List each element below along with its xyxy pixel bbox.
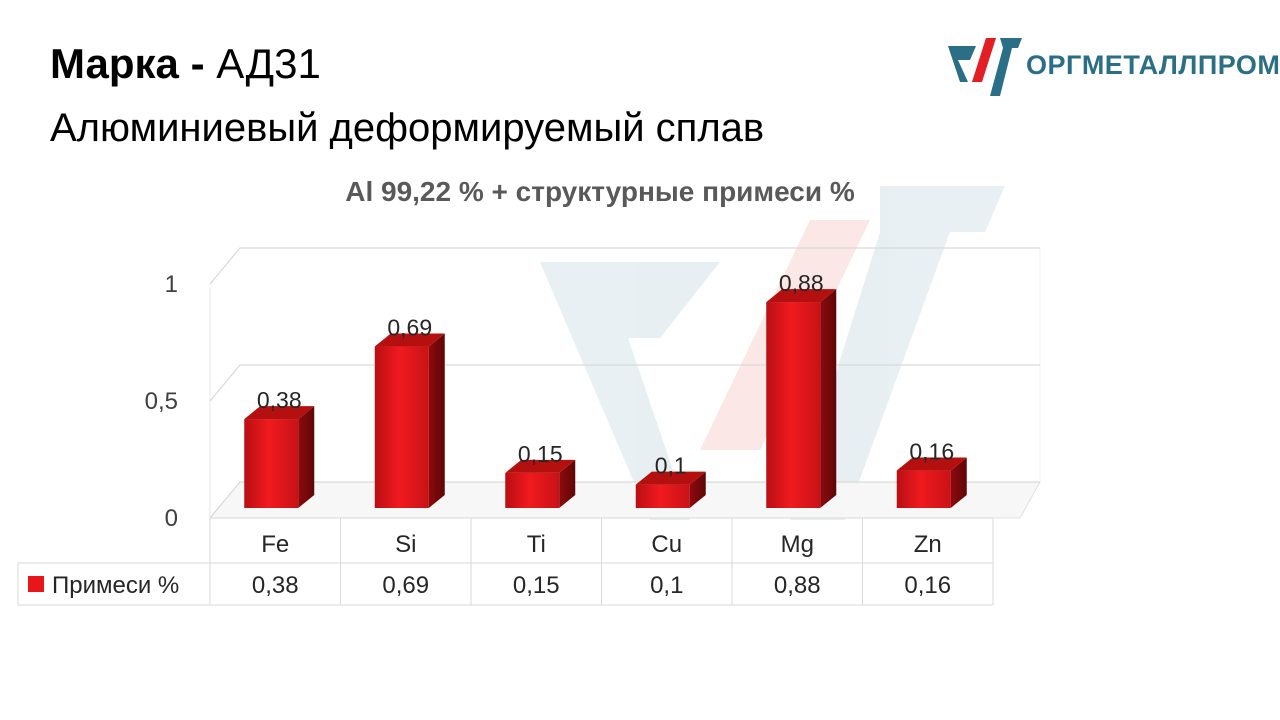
company-logo: ОРГМЕТАЛЛПРОМ [946, 30, 1280, 100]
bar-front [505, 472, 560, 508]
alloy-subtitle: Алюминиевый деформируемый сплав [50, 106, 765, 150]
grade-title: Марка - АД31 [50, 40, 321, 88]
bar-side [820, 289, 837, 508]
bar-side [298, 406, 315, 508]
grade-value: АД31 [216, 40, 321, 87]
bar-top [374, 333, 445, 347]
bar-front [766, 302, 821, 508]
table-value: 0,69 [382, 572, 429, 599]
bar-front [244, 419, 299, 508]
table-value: 0,38 [252, 572, 299, 599]
bar-side [689, 471, 706, 508]
logo-mark-icon [948, 38, 1022, 96]
legend-series-name: Примеси % [52, 572, 179, 599]
gridline [209, 247, 1040, 285]
y-tick-label: 0 [165, 505, 178, 532]
bar-top [635, 471, 706, 485]
bar-top [244, 406, 315, 420]
grade-label: Марка [50, 40, 179, 87]
bar-top [505, 459, 576, 473]
bar-top [766, 289, 837, 303]
data-table: Fe 0,38 Si 0,69 Ti 0,15 Cu 0,1 Mg 0,88 Zn 0,16 Приме… [17, 517, 994, 606]
y-axis: 00,51 [145, 271, 178, 532]
legend-swatch [28, 576, 44, 592]
table-value: 0,15 [513, 572, 560, 599]
bar-side [559, 459, 576, 508]
table-value: 0,16 [904, 572, 951, 599]
bar-side [950, 457, 967, 508]
grade-separator: - [190, 40, 205, 87]
bar-front [896, 470, 951, 508]
data-label: 0,15 [518, 441, 563, 467]
x-tick-label: Fe [261, 531, 289, 558]
table-value: 0,1 [650, 572, 683, 599]
y-tick-label: 0,5 [145, 388, 178, 415]
table-value: 0,88 [774, 572, 821, 599]
data-label: 0,16 [909, 439, 954, 465]
x-tick-label: Cu [651, 531, 682, 558]
chart-title: Al 99,22 % + структурные примеси % [345, 176, 855, 207]
bar-front [374, 346, 429, 508]
x-tick-label: Si [395, 531, 416, 558]
data-label: 0,88 [779, 270, 824, 296]
bar-side [428, 333, 445, 508]
x-tick-label: Zn [914, 531, 942, 558]
data-label: 0,38 [257, 387, 302, 413]
x-tick-label: Ti [527, 531, 546, 558]
bar-front [635, 484, 690, 508]
data-label: 0,69 [387, 315, 432, 341]
logo-text: ОРГМЕТАЛЛПРОМ [1026, 50, 1280, 80]
bars: 0,38 0,69 0,15 0,1 0,88 0,16 [244, 270, 967, 508]
x-tick-label: Mg [781, 531, 814, 558]
bar-top [896, 457, 967, 471]
y-tick-label: 1 [165, 271, 178, 298]
data-label: 0,1 [655, 453, 687, 479]
